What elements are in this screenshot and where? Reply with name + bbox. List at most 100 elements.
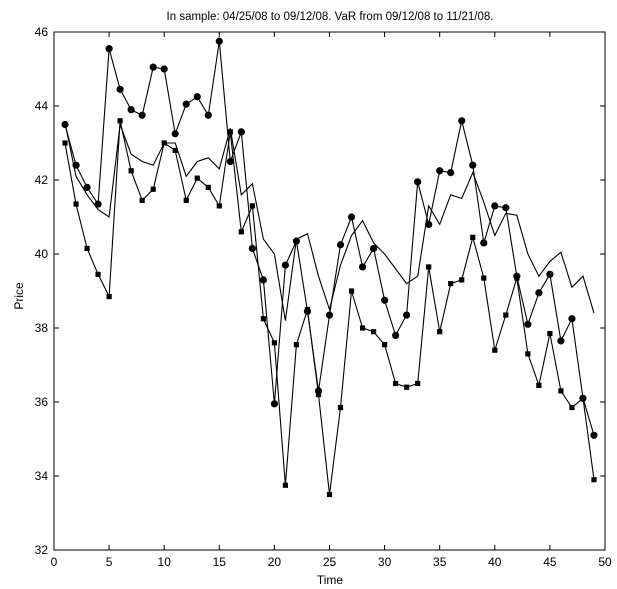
series-1-point	[557, 337, 565, 345]
series-2-point	[260, 316, 266, 322]
series-1-point	[524, 320, 532, 328]
series-2-point	[536, 382, 542, 388]
series-2-point	[249, 203, 255, 209]
series-1-point	[193, 93, 201, 101]
y-tick-label: 40	[35, 247, 49, 261]
series-2-point	[238, 229, 244, 235]
series-2-point	[128, 168, 134, 174]
series-2-point	[150, 186, 156, 192]
x-tick-label: 50	[598, 555, 612, 569]
series-1-point	[381, 296, 389, 304]
series-2-point	[95, 271, 101, 277]
series-1-point	[171, 130, 179, 138]
series-2-point	[326, 491, 333, 498]
series-1-point	[105, 45, 113, 53]
y-tick-label: 38	[35, 321, 49, 335]
series-2-point	[547, 330, 553, 337]
series-1-point	[204, 111, 212, 119]
x-tick-label: 30	[378, 555, 392, 569]
series-1-point	[259, 276, 267, 284]
y-tick-label: 32	[35, 543, 49, 557]
series-2-point	[227, 129, 233, 135]
chart-title: In sample: 04/25/08 to 09/12/08. VaR fro…	[167, 11, 494, 23]
series-2-point	[282, 482, 289, 488]
series-1-point	[403, 311, 411, 319]
y-tick-label: 36	[35, 395, 49, 409]
y-tick-label: 44	[35, 99, 49, 113]
series-1-point	[358, 263, 367, 271]
series-1-point	[325, 311, 334, 319]
series-1-point	[182, 100, 190, 108]
series-2-point	[205, 184, 211, 190]
series-1-point	[336, 241, 345, 249]
series-2-point	[172, 147, 178, 153]
series-1-point	[568, 315, 576, 323]
series-2-point	[293, 342, 300, 348]
series-2-point	[437, 329, 443, 335]
series-2-point	[337, 404, 344, 411]
series-1-point	[590, 431, 598, 439]
series-2-point	[84, 245, 90, 252]
series-1-point	[425, 220, 433, 228]
series-2-point	[382, 342, 388, 348]
x-tick-label: 35	[433, 555, 447, 569]
series-1-point	[347, 213, 356, 221]
series-2-point	[393, 380, 399, 387]
series-2-point	[183, 197, 189, 203]
series-1-point	[447, 169, 455, 177]
series-1-point	[469, 161, 477, 169]
x-tick-label: 45	[543, 555, 557, 569]
series-2-point	[591, 477, 597, 483]
series-2-point	[580, 395, 586, 401]
x-tick-label: 5	[106, 555, 113, 569]
series-2-point	[448, 281, 454, 287]
series-1-point	[546, 270, 554, 278]
series-3-line	[64, 122, 595, 321]
series-1-point	[436, 167, 444, 175]
plot-area: 0 5 10 15 20 25 30 35 40 45 50 32 34 36 38 40 42 44 46	[35, 25, 612, 569]
series-2-point	[426, 264, 432, 270]
series-2-point	[492, 347, 498, 353]
series-1-point	[149, 63, 157, 71]
series-2-point	[117, 118, 123, 124]
series-2-point	[194, 175, 200, 181]
series-1-point	[480, 239, 488, 247]
series-2-point	[359, 325, 366, 331]
x-tick-label: 25	[323, 555, 337, 569]
series-1-point	[94, 200, 102, 208]
series-2-point	[558, 388, 564, 394]
series-1-point	[160, 65, 168, 73]
series-1-point	[281, 261, 290, 269]
series-2-point	[481, 275, 487, 281]
x-tick-label: 15	[213, 555, 227, 569]
y-axis-title: Price	[12, 282, 26, 310]
series-2-point	[525, 351, 531, 357]
series-1-point	[414, 178, 422, 186]
series-1-point	[116, 85, 124, 93]
series-1-point	[369, 244, 378, 253]
series-2-point	[271, 340, 277, 346]
series-2-point	[503, 312, 509, 318]
x-tick-label: 20	[268, 555, 282, 569]
series-2-point	[370, 329, 377, 335]
y-tick-label: 46	[35, 25, 49, 39]
series-2-point	[514, 275, 520, 281]
series-1-point	[138, 111, 146, 119]
series-2-point	[415, 380, 421, 387]
x-axis-title: Time	[317, 573, 344, 587]
series-2-point	[304, 306, 311, 313]
series-1-point	[502, 204, 510, 212]
series-1-point	[248, 244, 256, 253]
series-1-point	[127, 106, 135, 114]
y-tick-label: 34	[35, 469, 49, 483]
series-1-point	[270, 400, 278, 408]
x-tick-label: 40	[488, 555, 502, 569]
series-2-point	[404, 384, 410, 390]
series-1-point	[392, 331, 400, 339]
x-tick-label: 10	[158, 555, 172, 569]
series-2-point	[73, 201, 79, 207]
series-1-point	[237, 128, 245, 136]
series-1-point	[535, 289, 543, 297]
